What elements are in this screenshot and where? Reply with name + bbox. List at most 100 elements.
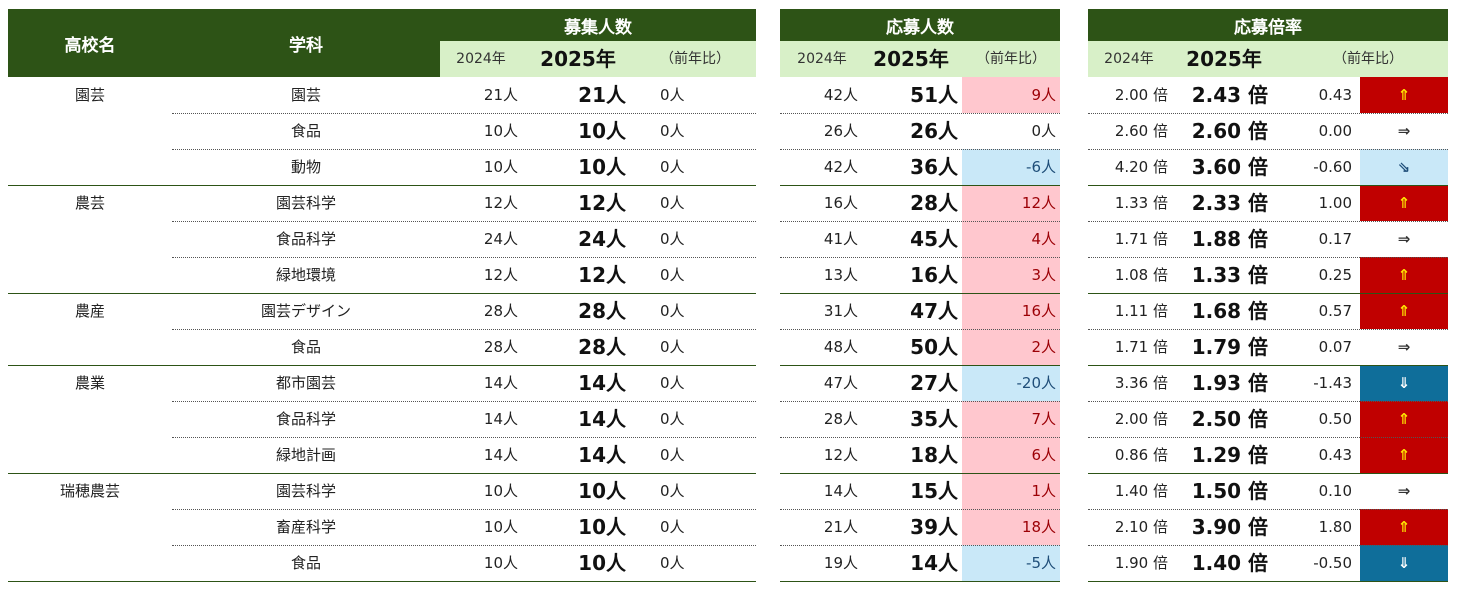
row-separator bbox=[1088, 329, 1448, 330]
row-separator bbox=[1088, 509, 1448, 510]
applicants-2024: 41人 bbox=[823, 230, 858, 248]
ratio-2025: 1.40 倍 bbox=[1191, 551, 1268, 575]
row-separator bbox=[172, 509, 756, 510]
recruit-2024: 10人 bbox=[483, 554, 518, 572]
row-separator bbox=[172, 545, 756, 546]
recruit-2024: 14人 bbox=[483, 446, 518, 464]
recruit-2025: 21人 bbox=[578, 83, 626, 107]
ratio-trend-arrow-icon: ⇒ bbox=[1397, 482, 1411, 500]
row-separator bbox=[780, 437, 1060, 438]
school-name bbox=[8, 437, 172, 473]
table-row: 食品 10人 10人 0人 26人 26人 0人 2.60 倍 2.60 倍 0.00 ⇒ bbox=[0, 113, 1459, 149]
row-separator bbox=[1088, 545, 1448, 546]
ratio-2025: 2.43 倍 bbox=[1191, 83, 1268, 107]
row-separator bbox=[1088, 257, 1448, 258]
school-name: 農業 bbox=[74, 374, 105, 392]
recruit-2025: 24人 bbox=[578, 227, 626, 251]
table-row: 緑地環境 12人 12人 0人 13人 16人 3人 1.08 倍 1.33 倍 0.25 ⇑ bbox=[0, 257, 1459, 293]
ratio-2024: 2.00 倍 bbox=[1114, 410, 1168, 428]
row-separator bbox=[780, 545, 1060, 546]
applicants-2025: 16人 bbox=[910, 263, 958, 287]
ratio-yoy: 0.00 bbox=[1318, 122, 1352, 140]
ratio-trend-arrow-icon: ⇑ bbox=[1360, 509, 1448, 545]
group-separator bbox=[1088, 581, 1448, 582]
ratio-2025: 3.90 倍 bbox=[1191, 515, 1268, 539]
recruit-2025: 10人 bbox=[578, 119, 626, 143]
applicants-2025: 26人 bbox=[910, 119, 958, 143]
ratio-2025: 1.79 倍 bbox=[1191, 335, 1268, 359]
table-row: 動物 10人 10人 0人 42人 36人 -6人 4.20 倍 3.60 倍 -0.60 ⇘ bbox=[0, 149, 1459, 185]
table-row: 食品 28人 28人 0人 48人 50人 2人 1.71 倍 1.79 倍 0.07 ⇒ bbox=[0, 329, 1459, 365]
applicants-2024: 28人 bbox=[823, 410, 858, 428]
applicants-2025-label: 2025年 bbox=[873, 47, 949, 71]
subheader-ratio: 2024年 2025年 （前年比） bbox=[1088, 41, 1448, 77]
ratio-2025: 1.50 倍 bbox=[1191, 479, 1268, 503]
recruit-2025: 10人 bbox=[578, 479, 626, 503]
ratio-2024: 1.90 倍 bbox=[1114, 554, 1168, 572]
ratio-2024: 0.86 倍 bbox=[1114, 446, 1168, 464]
school-name bbox=[8, 113, 172, 149]
applicants-yoy: -6人 bbox=[962, 149, 1060, 185]
ratio-yoy: 0.17 bbox=[1318, 230, 1352, 248]
recruit-2025: 10人 bbox=[578, 155, 626, 179]
applicants-yoy: 16人 bbox=[962, 293, 1060, 329]
ratio-yoy: 0.43 bbox=[1318, 86, 1352, 104]
applicants-yoy: 9人 bbox=[962, 77, 1060, 113]
ratio-yoy: 0.43 bbox=[1318, 446, 1352, 464]
recruit-2024: 24人 bbox=[483, 230, 518, 248]
group-separator bbox=[8, 473, 756, 474]
applicants-2025: 51人 bbox=[910, 83, 958, 107]
ratio-trend-arrow-icon: ⇑ bbox=[1360, 437, 1448, 473]
ratio-trend-arrow-icon: ⇑ bbox=[1360, 293, 1448, 329]
table-row: 農業 都市園芸 14人 14人 0人 47人 27人 -20人 3.36 倍 1.93 倍 -1.4… bbox=[0, 365, 1459, 401]
dept-name: 食品科学 bbox=[275, 410, 336, 428]
recruit-yoy: 0人 bbox=[660, 86, 685, 104]
header-dept: 学科 bbox=[289, 35, 323, 56]
school-name bbox=[8, 545, 172, 581]
ratio-2024: 1.33 倍 bbox=[1114, 194, 1168, 212]
group-separator bbox=[1088, 473, 1448, 474]
school-name bbox=[8, 509, 172, 545]
table-row: 食品科学 24人 24人 0人 41人 45人 4人 1.71 倍 1.88 倍 0.17 ⇒ bbox=[0, 221, 1459, 257]
row-separator bbox=[172, 221, 756, 222]
ratio-2024: 2.10 倍 bbox=[1114, 518, 1168, 536]
school-name bbox=[8, 329, 172, 365]
ratio-trend-arrow-icon: ⇑ bbox=[1360, 257, 1448, 293]
ratio-trend-arrow-icon: ⇓ bbox=[1360, 365, 1448, 401]
applicants-2025: 35人 bbox=[910, 407, 958, 431]
school-name bbox=[8, 401, 172, 437]
recruit-yoy: 0人 bbox=[660, 230, 685, 248]
school-name bbox=[8, 257, 172, 293]
recruit-2024: 10人 bbox=[483, 158, 518, 176]
group-separator bbox=[780, 293, 1060, 294]
group-separator bbox=[8, 293, 756, 294]
recruit-2025: 12人 bbox=[578, 191, 626, 215]
ratio-2024: 2.00 倍 bbox=[1114, 86, 1168, 104]
recruit-2025: 12人 bbox=[578, 263, 626, 287]
group-separator bbox=[1088, 293, 1448, 294]
table-row: 瑞穂農芸 園芸科学 10人 10人 0人 14人 15人 1人 1.40 倍 1.50 倍 0.10… bbox=[0, 473, 1459, 509]
applicants-2024: 19人 bbox=[823, 554, 858, 572]
dept-name: 都市園芸 bbox=[275, 374, 336, 392]
ratio-trend-arrow-icon: ⇑ bbox=[1360, 185, 1448, 221]
ratio-yoy: 0.50 bbox=[1318, 410, 1352, 428]
ratio-yoy: -0.60 bbox=[1313, 158, 1352, 176]
group-separator bbox=[1088, 185, 1448, 186]
dept-name: 園芸 bbox=[290, 86, 321, 104]
applicants-2025: 15人 bbox=[910, 479, 958, 503]
ratio-2024: 4.20 倍 bbox=[1114, 158, 1168, 176]
applicants-yoy: 0人 bbox=[1031, 122, 1056, 140]
ratio-trend-arrow-icon: ⇒ bbox=[1397, 230, 1411, 248]
header-school-dept-bg bbox=[8, 9, 440, 77]
dept-name: 園芸科学 bbox=[275, 482, 336, 500]
ratio-2024: 1.08 倍 bbox=[1114, 266, 1168, 284]
recruit-2025: 14人 bbox=[578, 407, 626, 431]
ratio-2024: 1.71 倍 bbox=[1114, 230, 1168, 248]
group-separator bbox=[780, 365, 1060, 366]
applicants-yoy: -5人 bbox=[962, 545, 1060, 581]
recruit-2025: 28人 bbox=[578, 299, 626, 323]
applicants-yoy: 1人 bbox=[962, 473, 1060, 509]
subheader-applicants: 2024年 2025年 （前年比） bbox=[780, 41, 1060, 77]
applicants-yoy: 7人 bbox=[962, 401, 1060, 437]
applicants-2024: 26人 bbox=[823, 122, 858, 140]
